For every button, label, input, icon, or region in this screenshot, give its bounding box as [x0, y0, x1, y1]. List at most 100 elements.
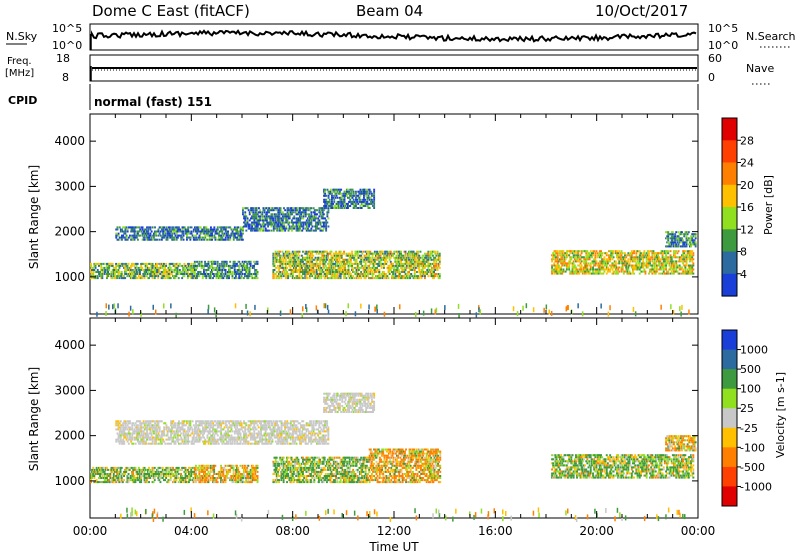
echo-cell — [679, 231, 682, 234]
echo-cell — [132, 269, 135, 271]
echo-cell — [138, 226, 140, 229]
echo-cell — [192, 236, 195, 239]
echo-cell — [148, 234, 151, 237]
echo-cell — [175, 473, 178, 475]
echo-cell — [598, 250, 601, 253]
echo-cell — [190, 262, 193, 265]
echo-cell — [396, 275, 399, 278]
echo-cell — [303, 264, 306, 267]
echo-cell — [684, 233, 687, 236]
echo-cell — [621, 258, 624, 261]
echo-cell — [281, 225, 284, 228]
echo-cell — [261, 223, 264, 226]
echo-cell — [181, 477, 184, 479]
echo-cell — [365, 202, 368, 205]
echo-cell — [167, 228, 170, 231]
echo-cell — [208, 236, 211, 239]
echo-cell — [228, 234, 231, 237]
echo-cell — [356, 273, 359, 275]
echo-cell — [158, 479, 161, 482]
echo-cell — [129, 264, 132, 267]
echo-cell — [345, 192, 348, 195]
echo-cell — [384, 256, 386, 259]
echo-cell — [352, 190, 355, 193]
echo-cell — [113, 277, 116, 280]
echo-cell — [180, 475, 182, 477]
echo-cell — [336, 269, 339, 271]
echo-cell — [311, 256, 314, 259]
echo-cell — [294, 221, 297, 224]
echo-cell — [669, 260, 672, 263]
echo-cell — [357, 207, 360, 209]
echo-cell — [429, 264, 432, 267]
echo-cell — [648, 254, 650, 257]
echo-cell — [205, 226, 208, 229]
echo-cell — [412, 264, 415, 267]
echo-cell — [191, 277, 194, 280]
echo-cell — [618, 250, 621, 253]
echo-cell — [691, 237, 694, 240]
echo-cell — [576, 256, 578, 259]
echo-cell — [386, 256, 389, 259]
echo-cell — [284, 256, 287, 259]
echo-cell — [398, 262, 401, 265]
echo-cell — [309, 209, 312, 212]
echo-cell — [376, 258, 378, 261]
echo-cell — [115, 262, 117, 265]
echo-cell — [107, 468, 109, 471]
echo-cell — [136, 262, 139, 265]
echo-cell — [173, 238, 176, 241]
echo-cell — [388, 256, 391, 259]
echo-cell — [611, 250, 614, 253]
echo-cell — [174, 468, 177, 471]
echo-cell — [438, 273, 441, 275]
echo-cell — [333, 198, 336, 201]
echo-cell — [338, 269, 341, 271]
echo-cell — [351, 250, 353, 253]
echo-cell — [552, 256, 555, 259]
echo-cell — [314, 256, 317, 259]
echo-cell — [657, 258, 659, 261]
echo-cell — [141, 234, 144, 237]
echo-cell — [176, 264, 179, 267]
echo-cell — [162, 232, 164, 235]
echo-cell — [140, 475, 143, 477]
echo-cell — [648, 260, 650, 263]
echo-cell — [279, 266, 282, 269]
echo-cell — [127, 475, 130, 477]
echo-cell — [667, 256, 670, 259]
echo-cell — [596, 252, 599, 255]
echo-cell — [434, 256, 437, 259]
echo-cell — [155, 470, 157, 473]
echo-cell — [597, 254, 600, 257]
echo-cell — [365, 254, 368, 257]
echo-cell — [611, 254, 614, 257]
echo-cell — [323, 194, 325, 197]
echo-cell — [305, 250, 308, 253]
echo-cell — [278, 219, 281, 222]
freq-tick-top: 18 — [56, 52, 70, 65]
echo-cell — [164, 264, 166, 267]
echo-cell — [124, 470, 127, 473]
echo-cell — [247, 209, 250, 212]
echo-cell — [223, 262, 226, 265]
echo-cell — [154, 226, 156, 229]
echo-cell — [604, 264, 607, 267]
echo-cell — [676, 264, 679, 267]
echo-cell — [327, 266, 329, 269]
echo-cell — [104, 481, 107, 484]
echo-cell — [554, 266, 557, 269]
echo-cell — [396, 266, 399, 269]
echo-cell — [159, 230, 162, 233]
echo-cell — [160, 473, 163, 475]
echo-cell — [673, 262, 675, 265]
echo-cell — [298, 254, 301, 257]
echo-cell — [292, 223, 295, 226]
echo-cell — [690, 237, 692, 240]
echo-cell — [318, 209, 321, 212]
echo-cell — [164, 232, 167, 235]
echo-cell — [224, 260, 227, 263]
echo-cell — [678, 237, 681, 240]
echo-cell — [181, 466, 184, 469]
echo-cell — [357, 196, 360, 199]
